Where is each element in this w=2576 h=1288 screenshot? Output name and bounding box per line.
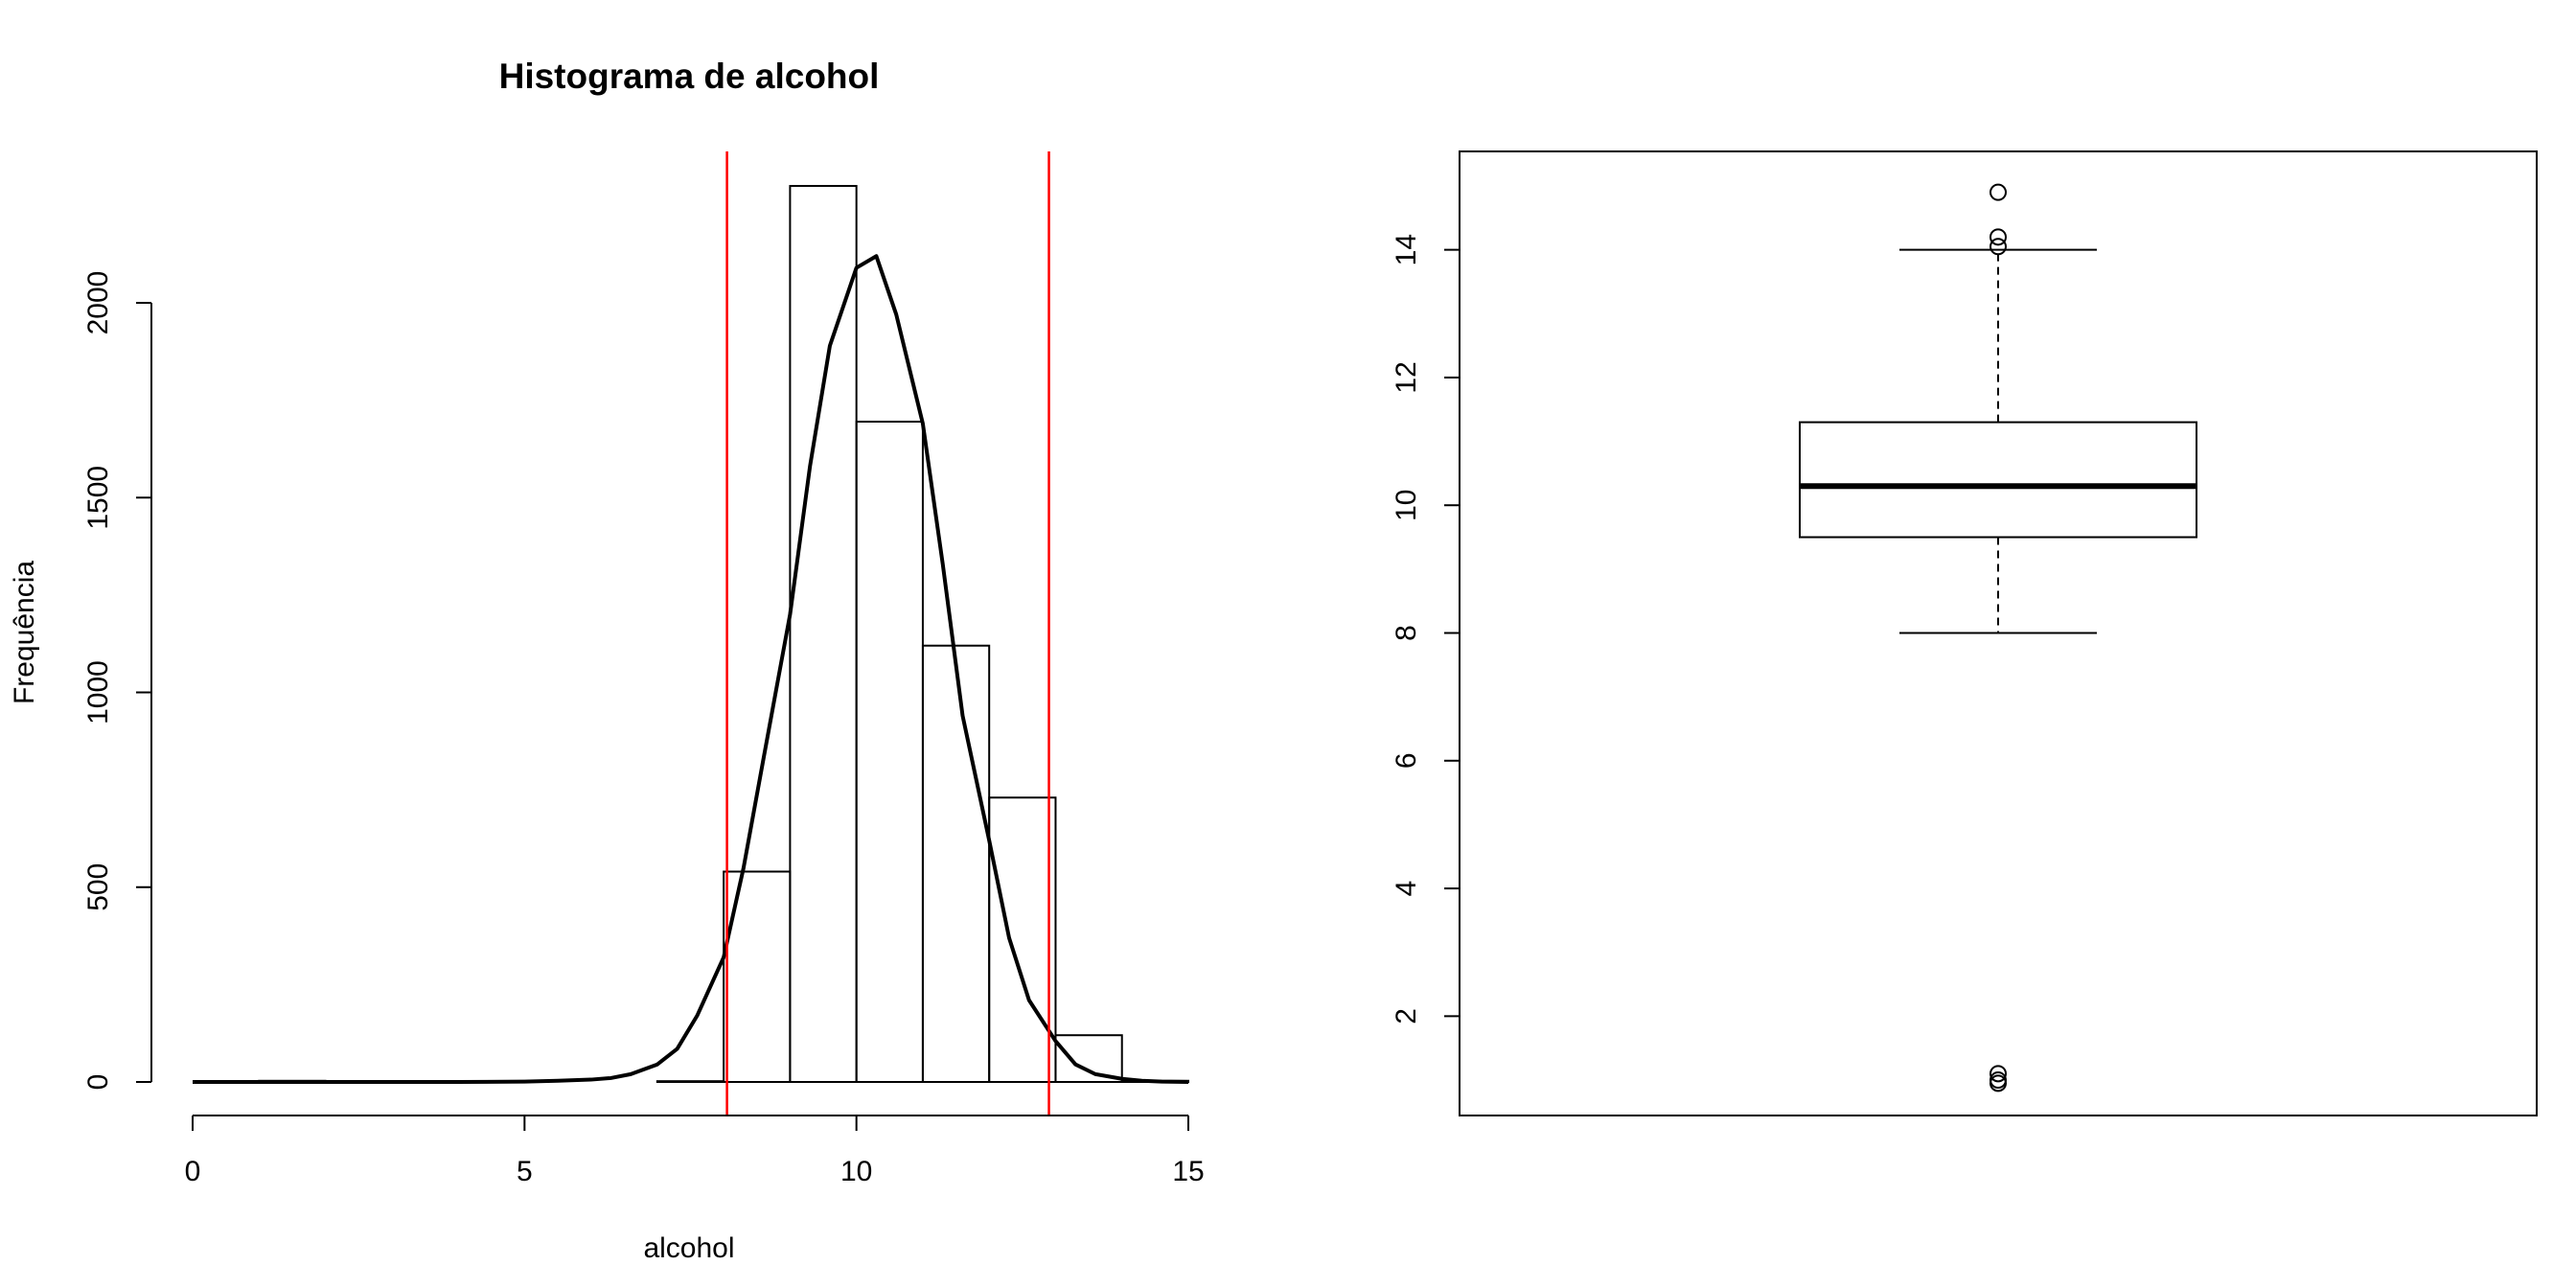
density-curve-group xyxy=(193,254,1189,1084)
y-tick-label: 4 xyxy=(1391,881,1422,897)
x-tick-label: 15 xyxy=(1172,1156,1204,1187)
histogram-bar xyxy=(723,870,792,1083)
histogram-bar xyxy=(789,185,858,1084)
boxplot-elements xyxy=(1799,183,2197,1092)
histogram-bar xyxy=(988,796,1057,1083)
reference-lines xyxy=(725,151,1050,1116)
x-tick-label: 5 xyxy=(517,1156,533,1187)
outlier-point xyxy=(1990,183,2007,201)
histogram-bar xyxy=(855,420,924,1084)
histogram-title: Histograma de alcohol xyxy=(499,57,880,96)
outlier-point xyxy=(1990,1074,2007,1092)
outlier-point xyxy=(1990,228,2007,246)
y-tick-label: 8 xyxy=(1391,625,1422,641)
y-tick-label: 1500 xyxy=(82,466,114,530)
y-tick-label: 12 xyxy=(1391,361,1422,393)
boxplot-y-axis: 2 4 6 8 10 12 14 xyxy=(1391,234,1460,1024)
y-tick-label: 2 xyxy=(1391,1008,1422,1024)
y-tick-label: 2000 xyxy=(82,271,114,335)
y-tick-label: 0 xyxy=(82,1074,114,1091)
y-tick-label: 6 xyxy=(1391,752,1422,769)
histogram-x-axis: 0 5 10 15 xyxy=(185,1115,1205,1187)
density-curve xyxy=(193,254,1189,1084)
boxplot-panel: 2 4 6 8 10 12 14 xyxy=(1391,150,2538,1116)
y-tick-label: 14 xyxy=(1391,234,1422,265)
histogram-x-axis-label: alcohol xyxy=(643,1232,734,1264)
x-tick-label: 0 xyxy=(185,1156,201,1187)
y-tick-label: 500 xyxy=(82,863,114,911)
histogram-y-axis-label: Frequência xyxy=(9,561,40,704)
histogram-y-axis: 0 500 1000 1500 2000 xyxy=(82,271,152,1091)
box-iqr xyxy=(1799,421,2197,539)
histogram-panel: Histograma de alcohol alcohol Frequência… xyxy=(9,57,1205,1264)
outlier-point xyxy=(1990,238,2007,256)
histogram-bar xyxy=(1054,1034,1123,1083)
y-tick-label: 10 xyxy=(1391,490,1422,521)
x-tick-label: 10 xyxy=(840,1156,872,1187)
outlier-point xyxy=(1990,1065,2007,1083)
y-tick-label: 1000 xyxy=(82,660,114,724)
histogram-bar xyxy=(656,1080,725,1084)
histogram-bar xyxy=(921,644,991,1083)
